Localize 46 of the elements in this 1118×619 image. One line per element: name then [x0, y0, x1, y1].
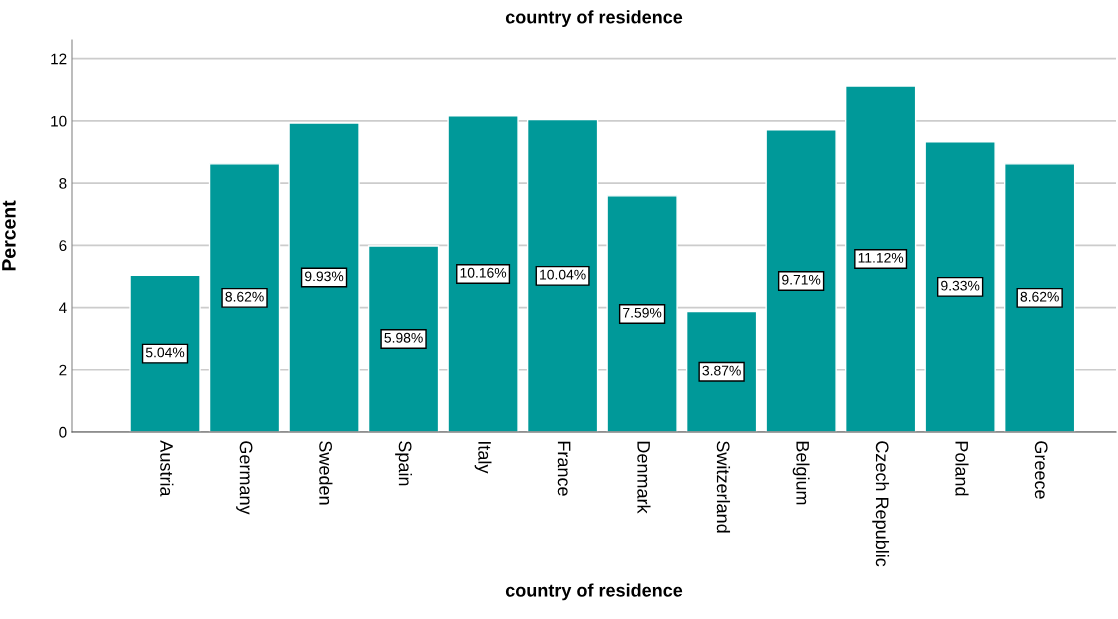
y-tick-label: 8 [59, 177, 67, 189]
bar [208, 163, 281, 432]
data-label: 8.62% [225, 291, 264, 302]
data-label: 8.62% [1020, 291, 1059, 302]
x-tick-label: Germany [236, 441, 253, 515]
data-label: 7.59% [623, 307, 662, 318]
y-tick-label: 0 [59, 426, 67, 438]
x-tick-label: Czech Republic [872, 441, 890, 567]
y-tick-label: 10 [51, 115, 67, 127]
data-label: 9.33% [941, 280, 980, 291]
x-tick-label: Denmark [637, 441, 651, 514]
data-label: 10.04% [540, 269, 586, 280]
bar [288, 122, 360, 432]
data-label: 11.12% [858, 252, 904, 263]
y-tick-label: 2 [59, 364, 67, 376]
bar [606, 195, 678, 432]
x-tick-label: Spain [395, 441, 412, 486]
x-tick-label: Austria [160, 440, 174, 497]
y-axis-title: Percent [2, 200, 16, 271]
data-label: 5.04% [145, 347, 185, 358]
bar [1003, 163, 1076, 432]
chart-title: country of residence [505, 10, 683, 28]
data-label: 5.98% [384, 332, 423, 343]
data-label: 10.16% [460, 267, 507, 278]
y-tick-label: 4 [58, 302, 67, 314]
data-label: 9.93% [305, 271, 344, 282]
x-tick-label: Poland [955, 441, 969, 496]
data-label: 3.87% [702, 365, 741, 376]
x-tick-label: Sweden [319, 441, 333, 505]
x-tick-label: France [557, 441, 571, 496]
bar [367, 245, 440, 432]
bar [765, 129, 837, 432]
bar [924, 141, 996, 432]
y-tick-label: 12 [51, 53, 67, 65]
bar [129, 274, 201, 432]
x-tick-label: Greece [1034, 441, 1048, 499]
x-axis-title: country of residence [505, 583, 683, 601]
bar [447, 115, 519, 432]
data-label: 9.71% [782, 274, 821, 285]
x-tick-label: Switzerland [716, 441, 731, 533]
bar [844, 85, 917, 432]
x-tick-label: Italy [474, 442, 492, 474]
x-tick-label: Belgium [792, 441, 810, 505]
y-tick-label: 6 [59, 240, 67, 252]
bar [526, 118, 599, 432]
bar [685, 310, 758, 432]
